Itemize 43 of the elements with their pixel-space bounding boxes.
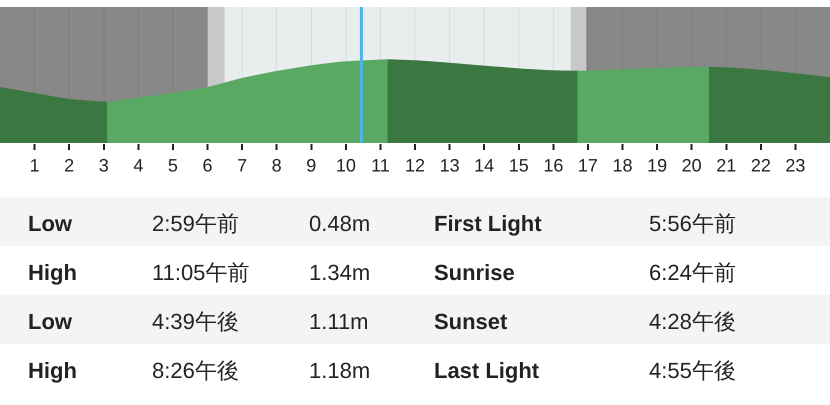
text: 11:05午前 [152, 260, 250, 285]
text: 8:26午後 [152, 358, 239, 383]
x-tick-label: 20 [682, 156, 702, 176]
x-tick-label: 12 [404, 156, 426, 176]
x-tick-label: 10 [336, 156, 356, 176]
x-tick-label: 6 [202, 156, 213, 176]
x-tick-label: 4 [133, 156, 144, 176]
x-tick-label: 13 [440, 156, 460, 176]
x-tick-label: 17 [578, 156, 598, 176]
text: 1.11m [309, 309, 369, 334]
x-tick-label: 22 [750, 156, 771, 176]
text: High [28, 358, 77, 383]
text: 4:28午後 [649, 309, 736, 334]
text: 5:56午前 [649, 211, 736, 236]
x-tick-label: 3 [98, 156, 109, 176]
text: High [28, 260, 77, 285]
x-tick-label: 23 [785, 156, 806, 176]
text: 4:55午後 [649, 358, 736, 383]
x-tick-label: 1 [30, 156, 40, 176]
x-tick-label: 16 [543, 156, 564, 176]
text: 2:59午前 [152, 211, 239, 236]
text: Last Light [434, 358, 540, 383]
x-tick-label: 8 [272, 156, 282, 176]
text: 6:24午前 [649, 260, 736, 285]
x-tick-label: 18 [612, 156, 633, 176]
text: Sunset [434, 309, 508, 334]
text: Low [28, 309, 73, 334]
x-tick-label: 11 [371, 156, 390, 176]
text: Sunrise [434, 260, 515, 285]
text: 1.18m [309, 358, 370, 383]
text: Low [28, 211, 73, 236]
text: 4:39午後 [152, 309, 239, 334]
text: First Light [434, 211, 542, 236]
x-tick-label: 14 [474, 156, 494, 176]
x-tick-label: 2 [64, 156, 74, 176]
text: 0.48m [309, 211, 370, 236]
x-tick-label: 19 [647, 156, 668, 176]
x-tick-label: 9 [306, 156, 316, 176]
x-tick-label: 21 [716, 156, 736, 176]
text: 1.34m [309, 260, 370, 285]
x-tick-label: 5 [168, 156, 178, 176]
x-tick-label: 7 [237, 156, 248, 176]
x-tick-label: 15 [508, 156, 529, 176]
